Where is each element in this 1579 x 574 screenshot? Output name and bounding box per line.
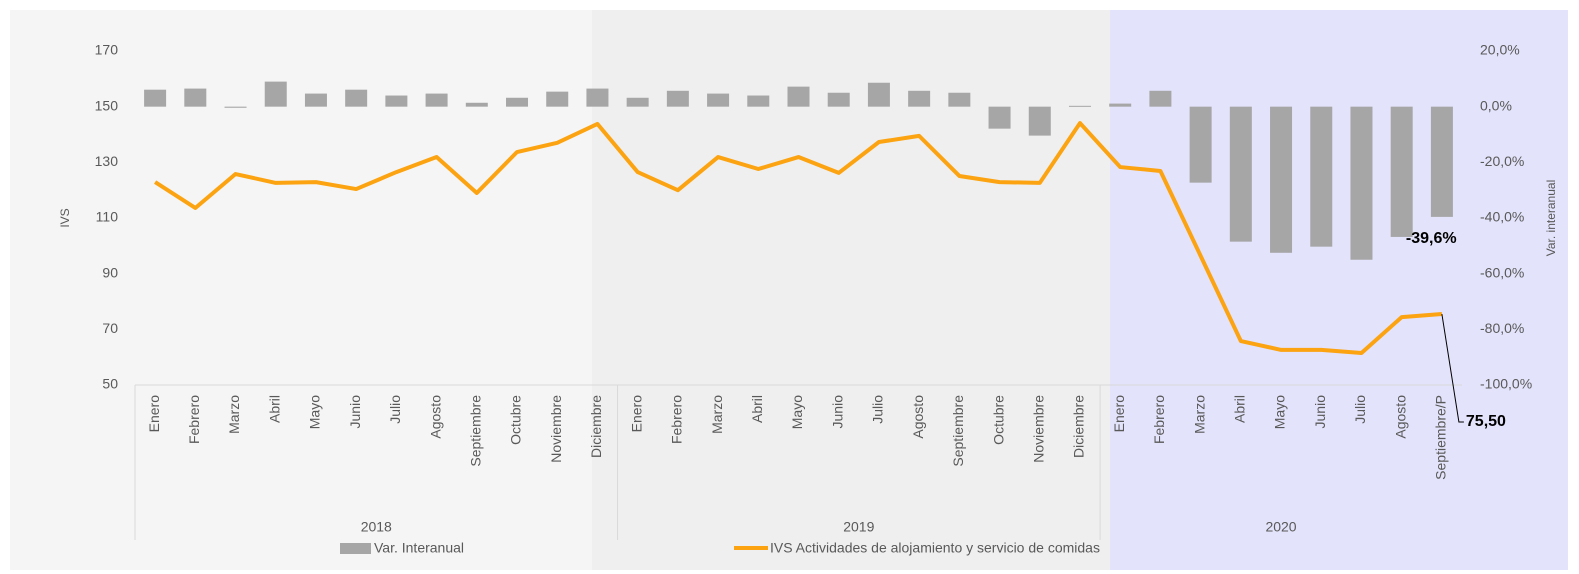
- x-tick-label: Agosto: [1392, 395, 1408, 439]
- group-label: 2019: [843, 519, 874, 535]
- group-label: 2018: [361, 519, 392, 535]
- y-tick-label: 170: [95, 42, 119, 58]
- legend-label: Var. Interanual: [374, 540, 464, 556]
- y-tick-label: 110: [96, 209, 119, 225]
- bar: [345, 89, 368, 107]
- x-tick-label: Agosto: [427, 395, 443, 439]
- x-tick-label: Mayo: [789, 395, 805, 429]
- legend-label: IVS Actividades de alojamiento y servici…: [770, 540, 1100, 556]
- x-tick-label: Julio: [870, 395, 886, 424]
- y2-tick-label: -40,0%: [1480, 209, 1524, 225]
- line: [154, 121, 1443, 355]
- y-axis-label: IVS: [58, 208, 72, 227]
- bar: [1270, 106, 1293, 253]
- bar: [304, 93, 327, 107]
- bar: [184, 88, 207, 107]
- bar: [707, 93, 730, 107]
- bar: [1390, 106, 1413, 237]
- y2-tick-label: 0,0%: [1480, 97, 1512, 113]
- bar: [425, 93, 448, 107]
- bar: [144, 89, 167, 107]
- x-tick-label: Marzo: [1191, 395, 1207, 434]
- bar: [1149, 90, 1172, 107]
- x-tick-label: Marzo: [709, 395, 725, 434]
- bar: [1189, 106, 1212, 183]
- x-tick-label: Septiembre: [468, 395, 484, 467]
- y-tick-label: 50: [102, 376, 118, 392]
- bar: [867, 82, 890, 107]
- group-band: [10, 10, 592, 570]
- x-tick-label: Enero: [628, 395, 644, 433]
- bar: [1068, 105, 1091, 107]
- x-tick-label: Julio: [387, 395, 403, 424]
- leader-line: [1441, 313, 1464, 423]
- bar: [988, 106, 1011, 129]
- x-tick-label: Octubre: [990, 395, 1006, 445]
- bar: [666, 90, 689, 107]
- bar: [1028, 106, 1051, 136]
- y2-axis-label: Var. interanual: [1544, 180, 1558, 257]
- y2-tick-label: 20,0%: [1480, 42, 1520, 58]
- bar: [1109, 103, 1132, 107]
- x-tick-label: Diciembre: [588, 395, 604, 458]
- x-tick-label: Enero: [146, 395, 162, 433]
- y-tick-label: 150: [95, 97, 119, 113]
- bar: [948, 92, 971, 107]
- x-tick-label: Septiembre/P: [1433, 395, 1449, 480]
- x-tick-label: Marzo: [226, 395, 242, 434]
- bar: [1350, 106, 1373, 260]
- x-tick-label: Junio: [347, 395, 363, 429]
- bar: [1229, 106, 1252, 242]
- x-tick-label: Agosto: [910, 395, 926, 439]
- y2-tick-label: -80,0%: [1480, 320, 1524, 336]
- bar: [787, 86, 810, 107]
- x-tick-label: Mayo: [307, 395, 323, 429]
- x-tick-label: Noviembre: [1030, 395, 1046, 463]
- bar: [465, 102, 488, 107]
- x-tick-label: Enero: [1111, 395, 1127, 433]
- bar: [1310, 106, 1333, 247]
- bar: [385, 95, 408, 107]
- legend-swatch: [340, 543, 371, 554]
- x-tick-label: Mayo: [1272, 395, 1288, 429]
- bar: [626, 97, 649, 107]
- x-tick-label: Abril: [1232, 395, 1248, 423]
- x-tick-label: Febrero: [186, 395, 202, 444]
- x-tick-label: Abril: [266, 395, 282, 423]
- bar: [1430, 106, 1453, 217]
- x-tick-label: Abril: [749, 395, 765, 423]
- y-tick-label: 70: [102, 320, 118, 336]
- x-tick-label: Febrero: [1151, 395, 1167, 444]
- y2-tick-label: -20,0%: [1480, 153, 1524, 169]
- bar: [747, 95, 770, 107]
- x-tick-label: Septiembre: [950, 395, 966, 467]
- x-tick-label: Febrero: [669, 395, 685, 444]
- bar: [908, 90, 931, 107]
- data-label: 75,50: [1466, 413, 1506, 430]
- y-tick-label: 90: [102, 264, 118, 280]
- bar: [546, 91, 569, 107]
- data-label: -39,6%: [1406, 230, 1457, 247]
- bar: [264, 81, 287, 107]
- y-tick-label: 130: [95, 153, 119, 169]
- x-tick-label: Junio: [1312, 395, 1328, 429]
- x-tick-label: Diciembre: [1071, 395, 1087, 458]
- y2-tick-label: -60,0%: [1480, 264, 1524, 280]
- bar: [586, 88, 609, 107]
- x-tick-label: Julio: [1352, 395, 1368, 424]
- bar: [224, 106, 247, 108]
- x-tick-label: Noviembre: [548, 395, 564, 463]
- x-tick-label: Junio: [829, 395, 845, 429]
- group-band: [1110, 10, 1568, 570]
- bar: [827, 92, 850, 107]
- bar: [506, 97, 529, 107]
- x-tick-label: Octubre: [508, 395, 524, 445]
- group-label: 2020: [1265, 519, 1296, 535]
- y2-tick-label: -100,0%: [1480, 376, 1532, 392]
